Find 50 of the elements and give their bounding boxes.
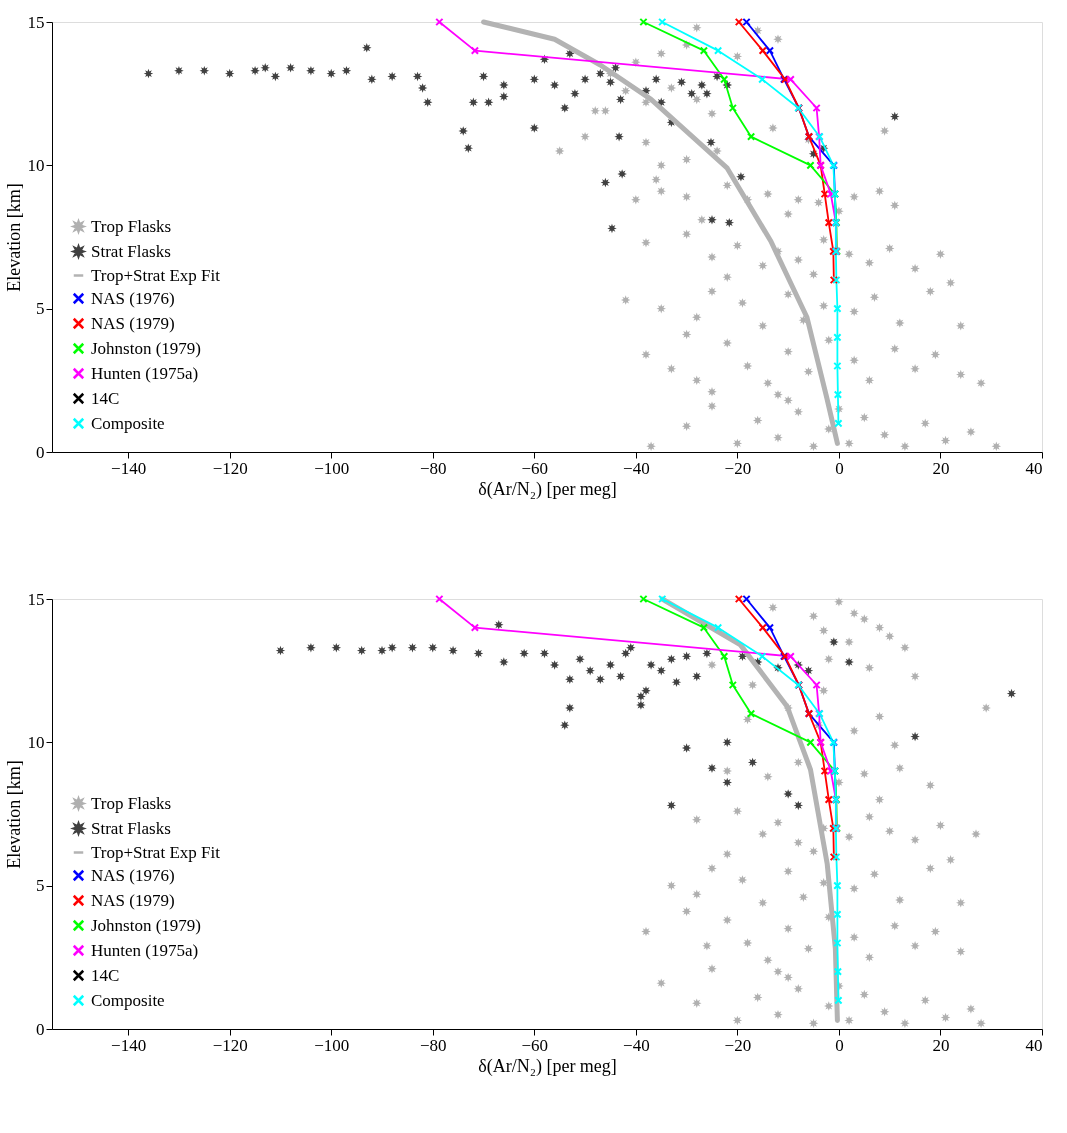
legend-label: Johnston (1979) [91, 338, 202, 358]
x-tick-label: 0 [835, 1035, 844, 1055]
x-tick-label: −20 [724, 1035, 752, 1055]
y-tick-label: 10 [27, 155, 45, 175]
y-tick-label: 15 [27, 589, 45, 609]
y-tick-label: 15 [27, 12, 45, 32]
legend-label: 14C [91, 388, 120, 408]
legend-label: 14C [91, 965, 120, 985]
x-tick-label: −80 [419, 1035, 447, 1055]
x-tick-label: −20 [724, 458, 752, 478]
y-tick-label: 0 [36, 442, 45, 462]
legend-label: Trop+Strat Exp Fit [91, 842, 221, 862]
x-tick-label: 20 [932, 458, 950, 478]
legend-label: NAS (1976) [91, 865, 175, 885]
y-tick-label: 5 [36, 299, 45, 319]
legend-label: NAS (1976) [91, 288, 175, 308]
x-tick-label: −140 [111, 458, 147, 478]
x-axis-title: δ(Ar/N₂) [per meg] [478, 1055, 617, 1077]
legend-label: Hunten (1975a) [91, 363, 199, 383]
legend-label: Trop+Strat Exp Fit [91, 265, 221, 285]
x-tick-label: −100 [314, 1035, 350, 1055]
x-tick-label: −140 [111, 1035, 147, 1055]
x-tick-label: −120 [212, 1035, 248, 1055]
x-tick-label: −40 [623, 1035, 650, 1055]
x-tick-label: −100 [314, 458, 350, 478]
legend-label: Strat Flasks [91, 241, 171, 261]
legend-label: Trop Flasks [91, 793, 172, 813]
x-tick-label: −40 [623, 458, 650, 478]
y-tick-label: 0 [36, 1019, 45, 1039]
x-tick-label: 40 [1025, 1035, 1043, 1055]
legend-label: Trop Flasks [91, 216, 172, 236]
legend-label: Strat Flasks [91, 818, 171, 838]
legend-label: NAS (1979) [91, 890, 175, 910]
x-tick-label: 20 [932, 1035, 950, 1055]
legend-label: Hunten (1975a) [91, 940, 199, 960]
y-axis-title: Elevation [km] [3, 760, 24, 869]
legend-label: NAS (1979) [91, 313, 175, 333]
legend-label: Composite [91, 990, 165, 1010]
x-tick-label: −80 [419, 458, 447, 478]
x-tick-label: 0 [835, 458, 844, 478]
x-tick-label: −60 [521, 1035, 549, 1055]
x-tick-label: −60 [521, 458, 549, 478]
x-axis-title: δ(Ar/N₂) [per meg] [478, 478, 617, 500]
x-tick-label: 40 [1025, 458, 1043, 478]
y-tick-label: 5 [36, 876, 45, 896]
y-tick-label: 10 [27, 732, 45, 752]
legend-label: Johnston (1979) [91, 915, 202, 935]
y-axis-title: Elevation [km] [3, 183, 24, 292]
x-tick-label: −120 [212, 458, 248, 478]
legend-label: Composite [91, 413, 165, 433]
